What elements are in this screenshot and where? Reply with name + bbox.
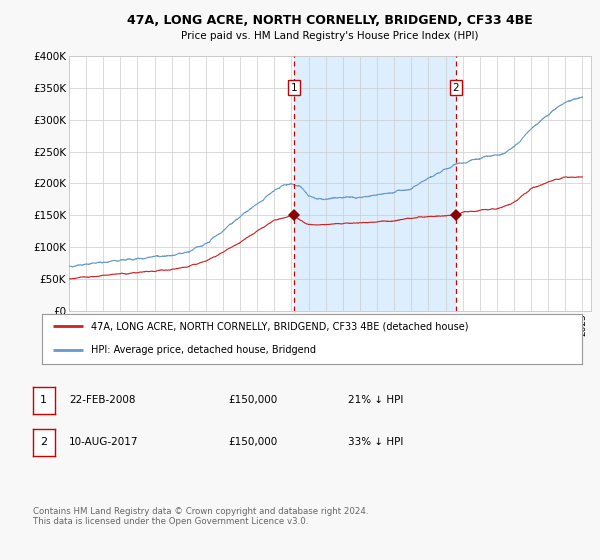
Text: £150,000: £150,000 (228, 395, 277, 405)
Text: Contains HM Land Registry data © Crown copyright and database right 2024.
This d: Contains HM Land Registry data © Crown c… (33, 507, 368, 526)
Text: 1: 1 (290, 83, 297, 93)
Text: 1: 1 (40, 395, 47, 405)
Text: 33% ↓ HPI: 33% ↓ HPI (348, 437, 403, 447)
Text: 47A, LONG ACRE, NORTH CORNELLY, BRIDGEND, CF33 4BE (detached house): 47A, LONG ACRE, NORTH CORNELLY, BRIDGEND… (91, 321, 468, 332)
Bar (294, 56, 456, 311)
Text: 2: 2 (40, 437, 47, 447)
Text: 2: 2 (452, 83, 459, 93)
Text: £150,000: £150,000 (228, 437, 277, 447)
Text: 22-FEB-2008: 22-FEB-2008 (69, 395, 136, 405)
Text: 21% ↓ HPI: 21% ↓ HPI (348, 395, 403, 405)
Text: HPI: Average price, detached house, Bridgend: HPI: Average price, detached house, Brid… (91, 346, 316, 356)
Text: 10-AUG-2017: 10-AUG-2017 (69, 437, 139, 447)
Text: Price paid vs. HM Land Registry's House Price Index (HPI): Price paid vs. HM Land Registry's House … (181, 31, 479, 41)
Text: 47A, LONG ACRE, NORTH CORNELLY, BRIDGEND, CF33 4BE: 47A, LONG ACRE, NORTH CORNELLY, BRIDGEND… (127, 14, 533, 27)
